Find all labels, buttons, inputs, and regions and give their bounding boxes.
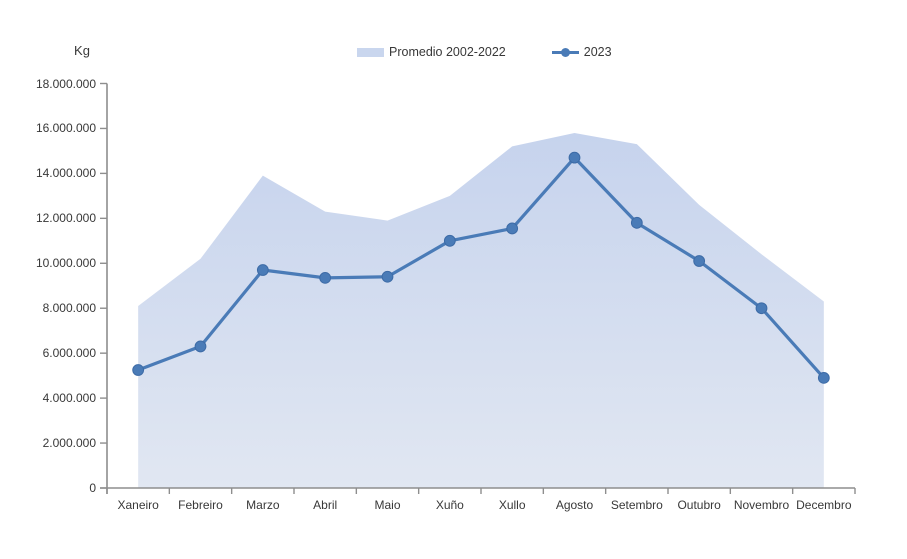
legend-area-swatch-icon [357,47,384,57]
data-point-marzo [256,264,269,276]
line-series-2023 [136,156,826,380]
data-point-decembro [817,371,830,384]
x-axis-label-maio: Maio [374,498,401,512]
x-axis-label-xuño: Xuño [435,498,464,512]
y-axis-label: 16.000.000 [35,121,96,136]
line-series-markers [132,151,830,384]
y-axis-label: 4.000.000 [42,391,96,406]
y-axis-title: Kg [74,43,90,58]
y-axis-label: 10.000.000 [35,256,96,271]
x-axis-label-novembro: Novembro [733,498,790,512]
data-point-febreiro [194,340,207,353]
x-axis-label-outubro: Outubro [677,498,721,512]
x-axis-label-setembro: Setembro [610,498,663,512]
data-point-abril [319,271,332,284]
y-axis-label: 8.000.000 [42,301,96,316]
x-axis-label-abril: Abril [313,498,338,512]
y-axis-label: 18.000.000 [35,76,96,91]
x-axis-label-febreiro: Febreiro [178,498,223,512]
legend: Promedio 2002-2022 2023 [357,44,612,60]
legend-line-swatch-icon [551,47,579,57]
data-point-maio [381,270,394,283]
data-point-novembro [755,302,768,315]
x-axis-label-xaneiro: Xaneiro [117,498,159,512]
axis-lines [100,83,855,494]
data-point-outubro [693,255,706,267]
y-axis-label: 2.000.000 [42,436,96,451]
data-point-agosto [568,151,581,164]
data-point-xuño [443,234,456,247]
data-point-setembro [630,216,643,229]
axis-ticks [100,82,856,494]
y-axis-label: 14.000.000 [35,166,96,181]
x-axis-label-agosto: Agosto [555,498,594,512]
x-axis-label-decembro: Decembro [796,498,852,512]
promedio-area-series [138,132,824,488]
legend-label-promedio: Promedio 2002-2022 [389,45,506,59]
data-point-xullo [506,222,519,235]
x-axis-label-xullo: Xullo [498,498,526,512]
x-axis-label-marzo: Marzo [246,498,280,512]
y-axis-label: 6.000.000 [42,346,96,361]
legend-line-marker-icon [560,47,570,57]
y-axis-label: 12.000.000 [35,211,96,226]
y-axis-label: 0 [89,481,96,495]
legend-label-2023: 2023 [583,45,612,59]
data-point-xaneiro [132,364,145,376]
